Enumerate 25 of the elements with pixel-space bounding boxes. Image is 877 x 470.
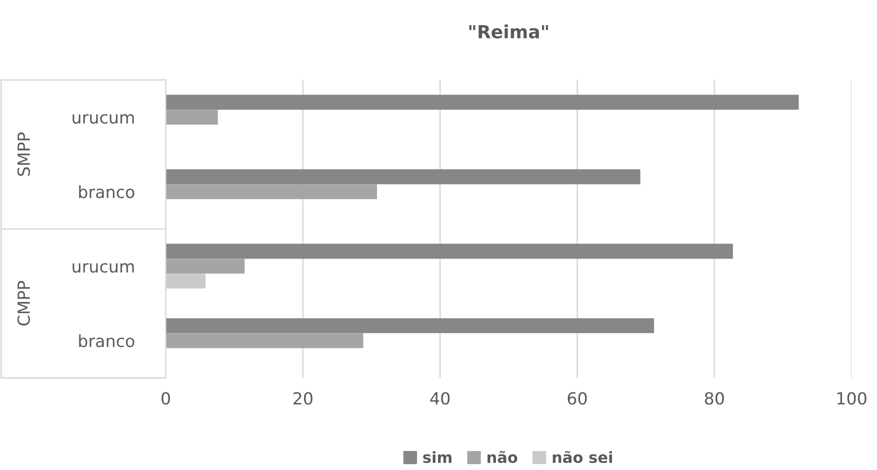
bar xyxy=(166,169,640,184)
bar xyxy=(166,258,245,274)
y-tick-label: urucum xyxy=(72,114,134,124)
x-tick-label: 20 xyxy=(294,392,312,405)
bar xyxy=(166,94,799,110)
bar xyxy=(166,110,218,125)
y-tick-label: branco xyxy=(79,185,134,198)
bar xyxy=(166,274,206,288)
bar xyxy=(166,244,733,259)
legend-label: não xyxy=(488,450,518,464)
y-tick-label: urucum xyxy=(72,263,134,273)
x-tick-label: 80 xyxy=(704,392,724,405)
text: SMPP xyxy=(17,132,30,176)
bar xyxy=(166,318,654,334)
x-tick-label: 60 xyxy=(568,392,587,405)
chart-title: "Reima" xyxy=(469,24,548,38)
legend-label: sim xyxy=(423,451,452,464)
text: CMPP xyxy=(17,280,30,326)
x-tick-label: 40 xyxy=(430,392,450,405)
bar xyxy=(166,184,377,200)
legend-label: não sei xyxy=(552,450,612,464)
x-tick-label: 100 xyxy=(837,392,866,405)
y-tick-label: branco xyxy=(79,334,134,348)
x-tick-label: 0 xyxy=(162,392,170,405)
bar xyxy=(166,333,364,348)
